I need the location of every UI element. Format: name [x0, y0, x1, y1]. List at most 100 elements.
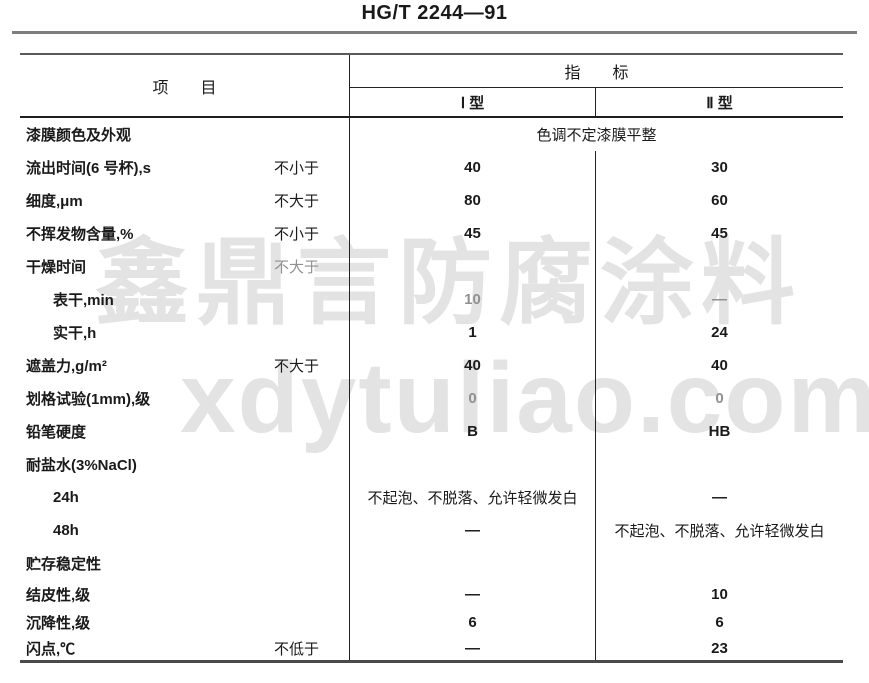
value-type1	[350, 547, 595, 580]
item-cell: 贮存稳定性	[20, 547, 350, 580]
table-row: 实干,h 1 24	[20, 316, 843, 349]
table-row: 遮盖力,g/m² 不大于 40 40	[20, 349, 843, 382]
value-type1: 45	[464, 225, 481, 242]
value-type2	[595, 448, 843, 481]
header-item-column: 项 目	[20, 55, 350, 116]
item-label: 划格试验(1mm),级	[26, 391, 151, 408]
value-type2: 10	[595, 580, 843, 608]
value-type2: 24	[595, 316, 843, 349]
value-type2: 30	[595, 151, 843, 184]
item-cell: 表干,min	[20, 283, 350, 316]
spanned-value-cell: 色调不定漆膜平整	[536, 127, 657, 144]
value-type1: —	[465, 639, 480, 657]
table-row: 流出时间(6 号杯),s 不小于 40 30	[20, 151, 843, 184]
value-type2: 不起泡、不脱落、允许轻微发白	[595, 514, 843, 547]
value-type2: 6	[595, 608, 843, 636]
table-row: 贮存稳定性	[20, 547, 843, 580]
item-label: 24h	[53, 489, 79, 506]
table-row: 划格试验(1mm),级 0 0	[20, 382, 843, 415]
item-label: 结皮性,级	[26, 586, 91, 604]
value-type1: 1	[468, 324, 477, 341]
item-label: 不挥发物含量,%	[26, 226, 134, 243]
watermark-website: xdytuliao.com	[180, 342, 869, 454]
qualifier-label: 不大于	[273, 358, 319, 375]
item-cell: 不挥发物含量,% 不小于	[20, 217, 350, 250]
item-label: 漆膜颜色及外观	[26, 127, 132, 144]
value-type1: —	[465, 522, 480, 539]
value-type2: 23	[595, 636, 843, 660]
item-cell: 闪点,℃ 不低于	[20, 636, 350, 660]
value-type2: 45	[595, 217, 843, 250]
document-number-title: HG/T 2244—91	[361, 2, 508, 24]
item-cell: 细度,μm 不大于	[20, 184, 350, 217]
item-label: 实干,h	[53, 325, 97, 342]
item-label: 流出时间(6 号杯),s	[26, 160, 152, 177]
header-indicator-label: 指 标	[350, 55, 843, 88]
item-cell: 实干,h	[20, 316, 350, 349]
value-type2: 0	[595, 382, 843, 415]
item-cell: 结皮性,级	[20, 580, 350, 608]
value-type1	[350, 250, 595, 283]
header-indicator-group: 指 标 Ⅰ 型 Ⅱ 型	[350, 55, 843, 116]
qualifier-label: 不大于	[273, 193, 319, 210]
value-type1: 40	[464, 159, 481, 176]
qualifier-label: 不低于	[273, 640, 319, 658]
table-row: 不挥发物含量,% 不小于 45 45	[20, 217, 843, 250]
header-type1-label: Ⅰ 型	[460, 94, 485, 112]
value-type1	[350, 448, 595, 481]
table-row: 细度,μm 不大于 80 60	[20, 184, 843, 217]
value-type1: 40	[464, 357, 481, 374]
item-cell: 流出时间(6 号杯),s 不小于	[20, 151, 350, 184]
value-type2: 40	[595, 349, 843, 382]
item-cell: 遮盖力,g/m² 不大于	[20, 349, 350, 382]
item-cell: 划格试验(1mm),级	[20, 382, 350, 415]
value-type2	[595, 547, 843, 580]
table-header: 项 目 指 标 Ⅰ 型 Ⅱ 型	[20, 55, 843, 118]
header-type-row: Ⅰ 型 Ⅱ 型	[350, 88, 843, 116]
value-type1: 80	[464, 192, 481, 209]
item-label: 48h	[53, 522, 79, 539]
table-body: 漆膜颜色及外观 色调不定漆膜平整 流出时间(6 号杯),s 不小于 40 30 细…	[20, 118, 843, 660]
value-type2: HB	[595, 415, 843, 448]
table-row: 闪点,℃ 不低于 — 23	[20, 636, 843, 660]
watermark-company-name: 鑫鼎言防腐涂料	[95, 230, 803, 335]
item-label: 铅笔硬度	[26, 424, 87, 441]
value-type2: —	[595, 283, 843, 316]
item-cell: 铅笔硬度	[20, 415, 350, 448]
table-row: 沉降性,级 6 6	[20, 608, 843, 636]
qualifier-label: 不小于	[273, 226, 319, 243]
item-cell: 干燥时间 不大于	[20, 250, 350, 283]
table-row: 干燥时间 不大于	[20, 250, 843, 283]
item-label: 遮盖力,g/m²	[26, 358, 107, 375]
item-label: 细度,μm	[26, 193, 83, 210]
item-label: 闪点,℃	[26, 640, 76, 658]
table-row: 24h 不起泡、不脱落、允许轻微发白 —	[20, 481, 843, 514]
value-type2	[595, 250, 843, 283]
item-label: 表干,min	[53, 292, 114, 309]
specification-table: 项 目 指 标 Ⅰ 型 Ⅱ 型 漆膜颜色及外观 色调不定漆膜平整 流出时间(6 …	[20, 53, 843, 663]
value-type1: 不起泡、不脱落、允许轻微发白	[367, 490, 578, 507]
value-type1: —	[465, 585, 480, 603]
item-label: 干燥时间	[26, 259, 87, 276]
table-row: 耐盐水(3%NaCl)	[20, 448, 843, 481]
value-type1: 6	[468, 613, 477, 631]
qualifier-label: 不小于	[273, 160, 319, 177]
item-cell: 48h	[20, 514, 350, 547]
item-label: 沉降性,级	[26, 614, 91, 632]
value-type2: —	[595, 481, 843, 514]
qualifier-label: 不大于	[273, 259, 319, 276]
item-cell: 沉降性,级	[20, 608, 350, 636]
table-row: 漆膜颜色及外观 色调不定漆膜平整	[20, 118, 843, 151]
value-type1: B	[467, 423, 478, 440]
item-cell: 24h	[20, 481, 350, 514]
item-label: 贮存稳定性	[26, 556, 102, 573]
item-cell: 漆膜颜色及外观	[20, 118, 350, 151]
value-type2: 60	[595, 184, 843, 217]
item-cell: 耐盐水(3%NaCl)	[20, 448, 350, 481]
item-label: 耐盐水(3%NaCl)	[26, 457, 137, 474]
header-type2-label: Ⅱ 型	[595, 88, 843, 116]
table-row: 48h — 不起泡、不脱落、允许轻微发白	[20, 514, 843, 547]
table-row: 结皮性,级 — 10	[20, 580, 843, 608]
page-top-rule	[12, 31, 857, 34]
